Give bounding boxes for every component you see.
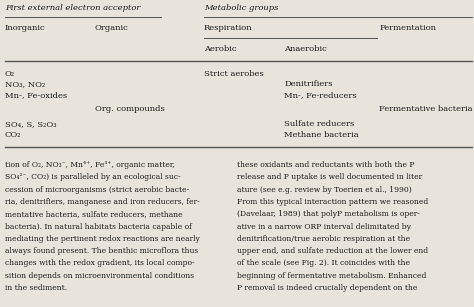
Text: bacteria). In natural habitats bacteria capable of: bacteria). In natural habitats bacteria … (5, 223, 191, 231)
Text: Sulfate reducers: Sulfate reducers (284, 120, 355, 128)
Text: O₂: O₂ (5, 70, 15, 78)
Text: Anaerobic: Anaerobic (284, 45, 327, 53)
Text: ria, denitrifiers, manganese and iron reducers, fer-: ria, denitrifiers, manganese and iron re… (5, 198, 200, 206)
Text: SO₄²⁻, CO₂) is paralleled by an ecological suc-: SO₄²⁻, CO₂) is paralleled by an ecologic… (5, 173, 181, 181)
Text: Respiration: Respiration (204, 24, 253, 32)
Text: SO₄, S, S₂O₃: SO₄, S, S₂O₃ (5, 120, 56, 128)
Text: of the scale (see Fig. 2). It coincides with the: of the scale (see Fig. 2). It coincides … (237, 259, 410, 267)
Text: changes with the redox gradient, its local compo-: changes with the redox gradient, its loc… (5, 259, 194, 267)
Text: these oxidants and reductants with both the P: these oxidants and reductants with both … (237, 161, 414, 169)
Text: Org. compounds: Org. compounds (95, 105, 164, 113)
Text: always found present. The benthic microflora thus: always found present. The benthic microf… (5, 247, 198, 255)
Text: ative in a narrow ORP interval delimitated by: ative in a narrow ORP interval delimitat… (237, 223, 411, 231)
Text: Denitrifiers: Denitrifiers (284, 80, 333, 88)
Text: cession of microorganisms (strict aerobic bacte-: cession of microorganisms (strict aerobi… (5, 186, 189, 194)
Text: tion of O₂, NO₃⁻, Mn⁴⁺, Fe³⁺, organic matter,: tion of O₂, NO₃⁻, Mn⁴⁺, Fe³⁺, organic ma… (5, 161, 174, 169)
Text: Inorganic: Inorganic (5, 24, 46, 32)
Text: (Davelaar, 1989) that polyP metabolism is oper-: (Davelaar, 1989) that polyP metabolism i… (237, 210, 420, 218)
Text: Metabolic groups: Metabolic groups (204, 4, 278, 12)
Text: Mn-, Fe-reducers: Mn-, Fe-reducers (284, 91, 357, 99)
Text: mediating the pertinent redox reactions are nearly: mediating the pertinent redox reactions … (5, 235, 200, 243)
Text: Aerobic: Aerobic (204, 45, 237, 53)
Text: mentative bacteria, sulfate reducers, methane: mentative bacteria, sulfate reducers, me… (5, 210, 182, 218)
Text: NO₃, NO₂: NO₃, NO₂ (5, 80, 45, 88)
Text: beginning of fermentative metabolism. Enhanced: beginning of fermentative metabolism. En… (237, 272, 427, 280)
Text: denitrification/true aerobic respiration at the: denitrification/true aerobic respiration… (237, 235, 410, 243)
Text: in the sediment.: in the sediment. (5, 284, 67, 292)
Text: First external electron acceptor: First external electron acceptor (5, 4, 140, 12)
Text: upper end, and sulfate reduction at the lower end: upper end, and sulfate reduction at the … (237, 247, 428, 255)
Text: sition depends on microenvironmental conditions: sition depends on microenvironmental con… (5, 272, 194, 280)
Text: Fermentation: Fermentation (379, 24, 436, 32)
Text: Strict aerobes: Strict aerobes (204, 70, 264, 78)
Text: Methane bacteria: Methane bacteria (284, 131, 359, 139)
Text: P removal is indeed crucially dependent on the: P removal is indeed crucially dependent … (237, 284, 418, 292)
Text: release and P uptake is well documented in liter: release and P uptake is well documented … (237, 173, 422, 181)
Text: From this typical interaction pattern we reasoned: From this typical interaction pattern we… (237, 198, 428, 206)
Text: Organic: Organic (95, 24, 128, 32)
Text: CO₂: CO₂ (5, 131, 21, 139)
Text: Fermentative bacteria: Fermentative bacteria (379, 105, 473, 113)
Text: ature (see e.g. review by Toerien et al., 1990): ature (see e.g. review by Toerien et al.… (237, 186, 412, 194)
Text: Mn-, Fe-oxides: Mn-, Fe-oxides (5, 91, 67, 99)
